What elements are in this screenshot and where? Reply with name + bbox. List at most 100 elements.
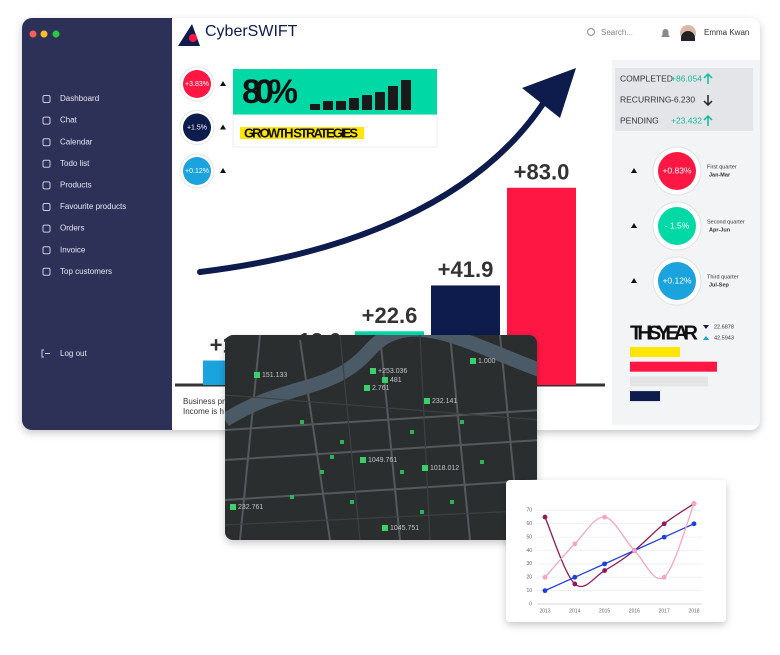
menu-item[interactable]: Orders xyxy=(60,224,84,233)
quarter-name: Second quarter xyxy=(707,219,745,225)
brand-name: CyberSWIFT xyxy=(205,23,298,40)
arrow-head xyxy=(522,68,576,118)
y-tick-label: 20 xyxy=(526,575,532,581)
y-tick-label: 0 xyxy=(529,601,532,607)
line-series xyxy=(544,503,695,588)
line-point xyxy=(572,541,578,547)
map-marker xyxy=(364,385,370,391)
line-chart-card xyxy=(506,480,726,622)
status-box xyxy=(615,68,753,131)
legend-marker xyxy=(703,336,709,340)
badge-triangle xyxy=(220,124,226,130)
menu-item[interactable]: Chat xyxy=(60,116,78,125)
map-frame xyxy=(225,335,537,540)
menu-icon xyxy=(42,116,51,125)
map-marker xyxy=(370,368,376,374)
bar-value-label: +41.9 xyxy=(438,257,494,282)
quarter-name: Third quarter xyxy=(707,274,739,280)
map-label: 1018.012 xyxy=(430,465,459,472)
progress-bar xyxy=(630,347,680,357)
avatar-hair xyxy=(681,31,695,41)
map-marker xyxy=(424,398,430,404)
status-label: PENDING xyxy=(620,115,659,125)
menu-item[interactable]: Log out xyxy=(60,349,87,358)
y-tick-label: 10 xyxy=(526,588,532,594)
menu-icon xyxy=(42,138,51,147)
line-point xyxy=(572,574,578,580)
map-dot xyxy=(350,500,354,504)
mini-bar xyxy=(323,101,333,110)
map-dot xyxy=(320,470,324,474)
line-series xyxy=(544,523,695,592)
menu-icon xyxy=(42,224,51,233)
menu-icon xyxy=(42,95,51,103)
status-label: COMPLETED xyxy=(620,73,673,83)
map-label: 1045.751 xyxy=(390,525,419,532)
legend-label: 22.6878 xyxy=(714,324,734,330)
quarter-name: First quarter xyxy=(707,164,737,170)
menu-icon xyxy=(42,267,51,276)
map-dot xyxy=(460,420,464,424)
map-marker xyxy=(382,377,388,383)
map-label: 481 xyxy=(390,377,402,384)
river xyxy=(225,335,537,426)
badge-label: +1.5% xyxy=(187,124,207,131)
quarter-triangle xyxy=(631,168,637,173)
y-tick-label: 50 xyxy=(526,534,532,540)
menu-item[interactable]: Calendar xyxy=(60,137,93,146)
mini-bar xyxy=(388,86,398,110)
menu-item[interactable]: Invoice xyxy=(60,245,86,254)
status-value: +86.054 xyxy=(671,73,702,83)
menu-icon xyxy=(42,246,51,255)
window-minimize[interactable] xyxy=(40,30,48,38)
streets xyxy=(225,335,537,540)
map-label: 2.761 xyxy=(372,385,390,392)
x-tick-label: 2017 xyxy=(659,608,670,614)
caption-line: Income is h xyxy=(183,407,224,416)
highlight xyxy=(240,127,364,139)
mini-bar xyxy=(401,80,411,110)
menu-item[interactable]: Todo list xyxy=(60,159,90,168)
line-chart-frame xyxy=(506,480,726,622)
menu-item[interactable]: Products xyxy=(60,181,92,190)
user-name[interactable]: Emma Kwan xyxy=(704,28,749,37)
x-tick-label: 2014 xyxy=(569,608,580,614)
menu-item[interactable]: Favourite products xyxy=(60,202,126,211)
search-box[interactable]: Search... xyxy=(601,28,633,37)
line-point xyxy=(661,521,667,527)
quarter-value: +0.83% xyxy=(662,165,692,175)
map-marker xyxy=(382,525,388,531)
line-point xyxy=(632,548,637,553)
map-label: 1.000 xyxy=(478,358,496,365)
quarter-period: Jul-Sep xyxy=(709,282,730,288)
y-tick-label: 70 xyxy=(526,508,532,514)
this-year-title: THIS YEAR xyxy=(630,322,699,344)
menu-icon xyxy=(42,203,51,211)
line-point xyxy=(602,561,607,567)
badge xyxy=(183,70,211,98)
menu-item[interactable]: Dashboard xyxy=(60,94,99,103)
mini-bar xyxy=(362,95,372,110)
badge-triangle xyxy=(220,81,226,86)
map-marker xyxy=(470,358,476,364)
badge-triangle xyxy=(220,168,226,173)
y-tick-label: 40 xyxy=(526,548,532,554)
progress-bar xyxy=(630,361,717,372)
map-dot xyxy=(400,470,404,474)
growth-arrow xyxy=(197,93,551,275)
bell-icon[interactable] xyxy=(661,29,670,37)
menu-item[interactable]: Top customers xyxy=(60,267,112,276)
logo-dot xyxy=(189,34,197,42)
map-marker xyxy=(360,457,366,463)
map-marker xyxy=(422,465,428,471)
x-tick-label: 2018 xyxy=(688,608,699,614)
window-close[interactable] xyxy=(29,30,37,38)
mini-bar xyxy=(310,104,320,110)
window-zoom[interactable] xyxy=(52,30,60,38)
status-label: RECURRING xyxy=(620,94,671,104)
sidebar xyxy=(22,18,172,430)
quarter-circle xyxy=(658,152,696,190)
search-icon xyxy=(586,27,596,37)
trend-arrow xyxy=(703,114,713,126)
